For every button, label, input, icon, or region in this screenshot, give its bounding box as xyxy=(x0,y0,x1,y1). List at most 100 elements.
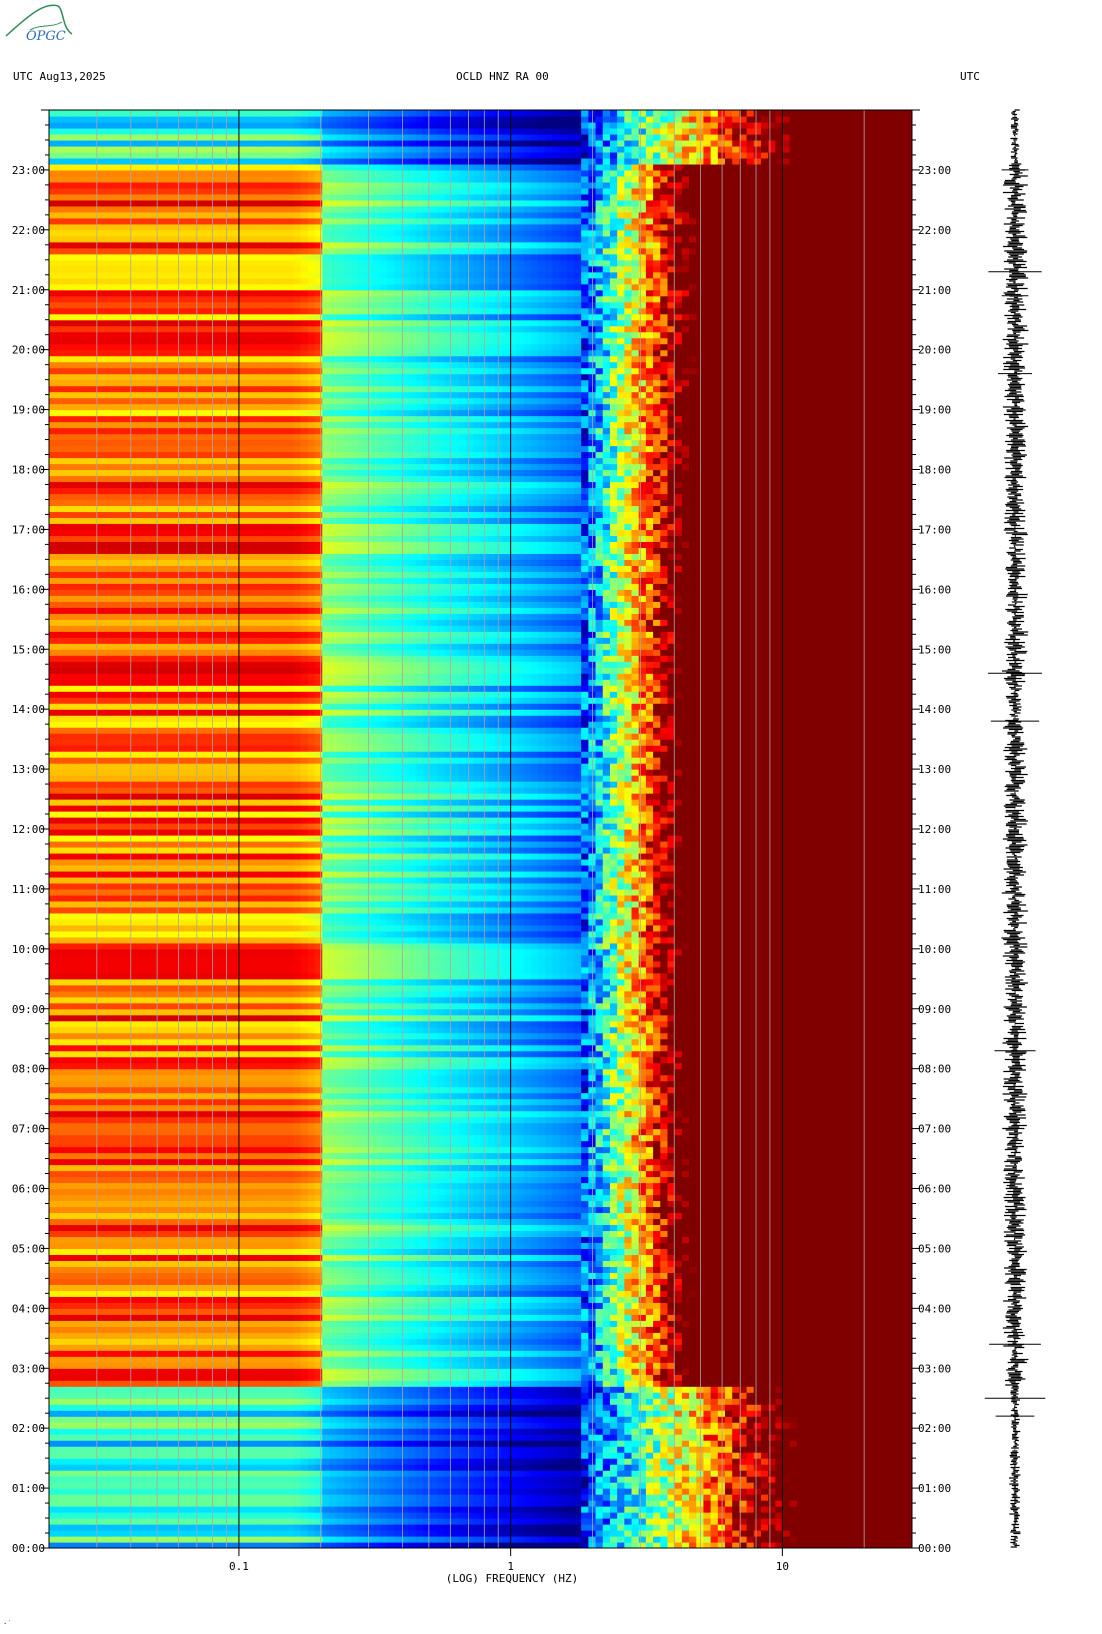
heat-cell xyxy=(49,1344,57,1351)
heat-cell xyxy=(49,864,57,872)
heat-cell xyxy=(120,607,129,614)
heat-cell xyxy=(84,661,93,668)
heat-cell xyxy=(84,211,93,219)
heat-cell xyxy=(164,319,172,327)
heat-cell xyxy=(128,990,136,998)
heat-cell xyxy=(92,1440,100,1447)
heat-cell xyxy=(49,1188,57,1196)
heat-cell xyxy=(156,1122,165,1130)
heat-cell xyxy=(171,852,180,860)
heat-cell xyxy=(113,110,122,117)
heat-cell xyxy=(106,229,115,237)
heat-cell xyxy=(70,139,79,147)
heat-cell xyxy=(70,1374,79,1381)
heat-cell xyxy=(63,511,72,519)
heat-cell xyxy=(171,823,180,830)
heat-cell xyxy=(99,169,108,177)
heat-cell xyxy=(49,1074,57,1082)
heat-cell xyxy=(63,205,72,213)
heat-cell xyxy=(135,1140,144,1148)
heat-cell xyxy=(142,996,151,1004)
heat-cell xyxy=(171,1128,180,1136)
heat-cell xyxy=(77,139,86,147)
heat-cell xyxy=(164,571,172,578)
heat-cell xyxy=(92,811,100,818)
heat-cell xyxy=(56,1410,64,1417)
heat-cell xyxy=(92,295,100,303)
heat-cell xyxy=(49,703,57,710)
heat-cell xyxy=(135,151,144,159)
heat-cell xyxy=(128,1260,136,1267)
heat-cell xyxy=(156,1170,165,1178)
heat-cell xyxy=(128,1320,136,1327)
heat-cell xyxy=(178,493,187,501)
heat-cell xyxy=(63,882,72,890)
heat-cell xyxy=(70,1242,79,1250)
heat-cell xyxy=(113,241,122,249)
heat-cell xyxy=(113,864,122,872)
heat-cell xyxy=(56,469,64,477)
heat-cell xyxy=(63,906,72,914)
heat-cell xyxy=(128,277,136,285)
heat-cell xyxy=(135,1434,144,1441)
heat-cell xyxy=(56,990,64,998)
heat-cell xyxy=(156,727,165,734)
heat-cell xyxy=(113,325,122,333)
heat-cell xyxy=(113,133,122,141)
heat-cell xyxy=(135,187,144,195)
heat-cell xyxy=(178,127,187,135)
heat-cell xyxy=(92,1134,100,1142)
heat-cell xyxy=(56,271,64,279)
heat-cell xyxy=(106,325,115,333)
heat-cell xyxy=(120,1404,129,1411)
heat-cell xyxy=(49,882,57,890)
heat-cell xyxy=(128,787,136,794)
heat-cell xyxy=(92,673,100,680)
heat-cell xyxy=(92,685,100,692)
heat-cell xyxy=(149,912,158,920)
heat-cell xyxy=(164,1398,172,1405)
heat-cell xyxy=(77,864,86,872)
heat-cell xyxy=(128,667,136,674)
heat-cell xyxy=(142,918,151,926)
heat-cell xyxy=(164,960,172,968)
heat-cell xyxy=(99,319,108,327)
heat-cell xyxy=(92,181,100,189)
heat-cell xyxy=(63,1098,72,1106)
heat-cell xyxy=(171,1536,180,1543)
heat-cell xyxy=(149,1512,158,1519)
heat-cell xyxy=(92,271,100,279)
heat-cell xyxy=(49,1488,57,1495)
heat-cell xyxy=(84,924,93,932)
heat-cell xyxy=(56,289,64,297)
heat-cell xyxy=(156,757,165,764)
heat-cell xyxy=(49,709,57,716)
heat-cell xyxy=(135,127,144,135)
heat-cell xyxy=(135,733,144,740)
heat-cell xyxy=(142,1104,151,1112)
heat-cell xyxy=(171,1266,180,1273)
heat-cell xyxy=(149,391,158,399)
heat-cell xyxy=(171,451,180,459)
heat-cell xyxy=(149,1038,158,1046)
heat-cell xyxy=(92,1182,100,1190)
heat-cell xyxy=(106,505,115,513)
heat-cell xyxy=(77,259,86,267)
heat-cell xyxy=(99,1140,108,1148)
heat-cell xyxy=(135,703,144,710)
heat-cell xyxy=(113,385,122,393)
heat-cell xyxy=(84,241,93,249)
heat-cell xyxy=(178,649,187,656)
heat-cell xyxy=(178,703,187,710)
heat-cell xyxy=(84,936,93,944)
heat-cell xyxy=(56,445,64,453)
heat-cell xyxy=(178,1014,187,1022)
heat-cell xyxy=(156,918,165,926)
heat-cell xyxy=(84,1158,93,1166)
heat-cell xyxy=(128,1230,136,1238)
heat-cell xyxy=(56,1038,64,1046)
heat-cell xyxy=(171,1032,180,1040)
heat-cell xyxy=(63,517,72,525)
heat-cell xyxy=(99,1116,108,1124)
heat-cell xyxy=(56,451,64,459)
